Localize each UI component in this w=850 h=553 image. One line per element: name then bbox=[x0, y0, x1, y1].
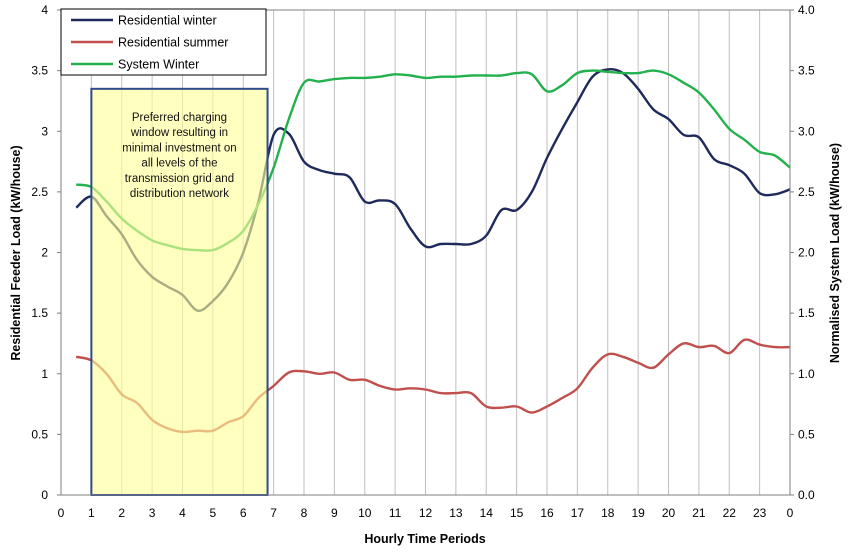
y-left-tick-label: 2.5 bbox=[31, 185, 48, 199]
legend: Residential winter Residential summer Syst… bbox=[60, 8, 267, 76]
y-right-axis-title: Normalised System Load (kW/house) bbox=[828, 143, 842, 363]
x-tick-label: 3 bbox=[149, 506, 156, 520]
x-tick-label: 20 bbox=[662, 506, 676, 520]
y-left-tick-label: 1.5 bbox=[31, 306, 48, 320]
y-left-tick-label: 1 bbox=[41, 367, 48, 381]
x-tick-label: 15 bbox=[510, 506, 524, 520]
y-right-tick-label: 3.0 bbox=[798, 124, 815, 138]
x-tick-label: 10 bbox=[358, 506, 372, 520]
note-line: minimal investment on bbox=[122, 142, 236, 154]
x-tick-label: 14 bbox=[480, 506, 494, 520]
x-tick-label: 0 bbox=[787, 506, 794, 520]
y-right-tick-label: 3.5 bbox=[798, 64, 815, 78]
note-line: distribution network bbox=[130, 188, 229, 200]
x-tick-label: 18 bbox=[601, 506, 615, 520]
legend-label-residential-winter: Residential winter bbox=[118, 14, 217, 28]
x-tick-label: 13 bbox=[449, 506, 463, 520]
y-right-tick-label: 2.0 bbox=[798, 246, 815, 260]
y-left-axis-ticks: 0 0.5 1 1.5 2 2.5 3 3.5 4 bbox=[31, 3, 61, 502]
y-right-axis-ticks: 0.0 0.5 1.0 1.5 2.0 2.5 3.0 3.5 4.0 bbox=[790, 3, 815, 502]
y-right-tick-label: 2.5 bbox=[798, 185, 815, 199]
y-left-tick-label: 4 bbox=[41, 3, 48, 17]
legend-label-residential-summer: Residential summer bbox=[118, 36, 228, 50]
x-tick-label: 19 bbox=[631, 506, 645, 520]
legend-label-system-winter: System Winter bbox=[118, 58, 199, 72]
note-line: window resulting in bbox=[130, 127, 228, 139]
x-tick-label: 0 bbox=[58, 506, 65, 520]
x-tick-label: 11 bbox=[389, 506, 402, 520]
x-tick-label: 4 bbox=[179, 506, 186, 520]
note-line: Preferred charging bbox=[132, 112, 227, 124]
x-tick-label: 7 bbox=[270, 506, 277, 520]
y-left-tick-label: 3 bbox=[41, 124, 48, 138]
x-tick-label: 12 bbox=[419, 506, 433, 520]
x-axis-ticks: 0 1 2 3 4 5 6 7 8 9 10 11 12 13 14 15 16 17 18 19 20 21 22 23 0 bbox=[58, 506, 794, 520]
y-left-tick-label: 0.5 bbox=[31, 427, 48, 441]
x-tick-label: 6 bbox=[240, 506, 247, 520]
y-left-axis-title: Residential Feeder Load (kW/house) bbox=[9, 145, 23, 360]
y-right-tick-label: 0.5 bbox=[798, 427, 815, 441]
y-left-tick-label: 0 bbox=[41, 488, 48, 502]
charging-window-note: Preferred charging window resulting in min… bbox=[122, 112, 236, 200]
x-axis-title: Hourly Time Periods bbox=[364, 532, 485, 546]
y-right-tick-label: 4.0 bbox=[798, 3, 815, 17]
x-tick-label: 8 bbox=[301, 506, 308, 520]
y-left-tick-label: 3.5 bbox=[31, 64, 48, 78]
y-right-tick-label: 1.0 bbox=[798, 367, 815, 381]
x-tick-label: 17 bbox=[571, 506, 585, 520]
note-line: all levels of the bbox=[141, 158, 217, 170]
y-right-tick-label: 1.5 bbox=[798, 306, 815, 320]
x-tick-label: 23 bbox=[753, 506, 767, 520]
x-tick-label: 21 bbox=[692, 506, 706, 520]
x-tick-label: 1 bbox=[88, 506, 95, 520]
x-tick-label: 9 bbox=[331, 506, 338, 520]
x-tick-label: 5 bbox=[210, 506, 217, 520]
y-right-tick-label: 0.0 bbox=[798, 488, 815, 502]
x-tick-label: 2 bbox=[118, 506, 125, 520]
x-tick-label: 16 bbox=[540, 506, 554, 520]
x-tick-label: 22 bbox=[723, 506, 737, 520]
y-left-tick-label: 2 bbox=[41, 246, 48, 260]
note-line: transmission grid and bbox=[125, 173, 234, 185]
